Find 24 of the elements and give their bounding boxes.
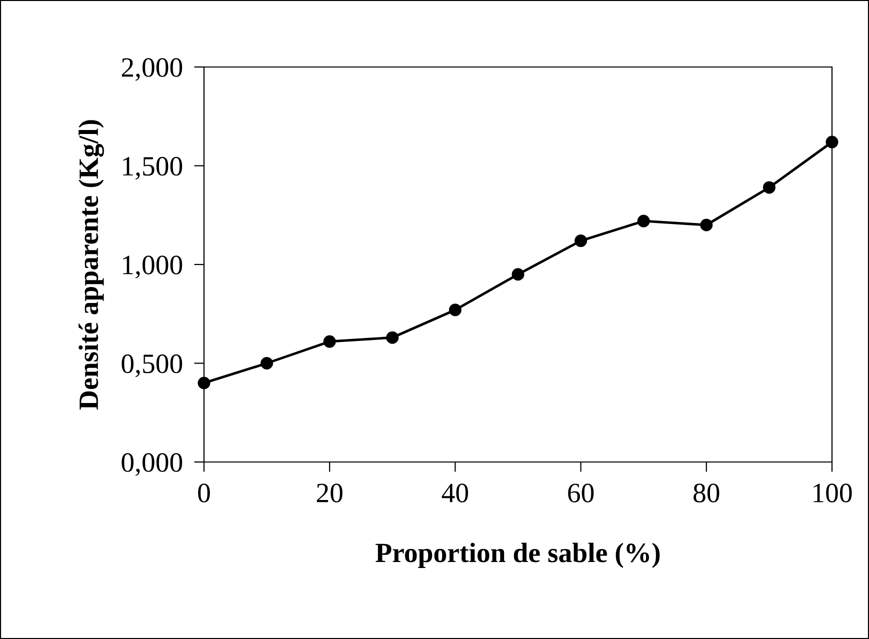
point — [198, 376, 210, 390]
point — [700, 218, 713, 232]
x-axis-title: Proportion de sable (%) — [376, 542, 660, 568]
y-tick-label: 1,000 — [123, 256, 182, 278]
y-tick-label: 2,000 — [122, 58, 182, 81]
y-axis-title: Densité apparente (Kg/l) — [78, 120, 104, 410]
x-tick-label: 20 — [316, 484, 342, 502]
y-tick-label: 0,000 — [122, 453, 182, 476]
point — [826, 136, 838, 148]
x-tick-label: 0 — [198, 484, 210, 502]
x-tick-label: 40 — [442, 484, 468, 502]
point — [323, 335, 336, 348]
x-tick-label: 60 — [568, 484, 594, 502]
point — [260, 357, 274, 370]
point — [762, 181, 776, 194]
point — [448, 304, 462, 316]
point — [386, 331, 399, 344]
y-tick-label: 1,500 — [123, 156, 182, 180]
y-tick-label: 0,500 — [122, 354, 182, 378]
point — [574, 234, 588, 248]
point — [637, 214, 650, 228]
x-tick-label: 100 — [814, 484, 852, 502]
point — [512, 268, 524, 281]
x-tick-label: 80 — [694, 484, 720, 502]
